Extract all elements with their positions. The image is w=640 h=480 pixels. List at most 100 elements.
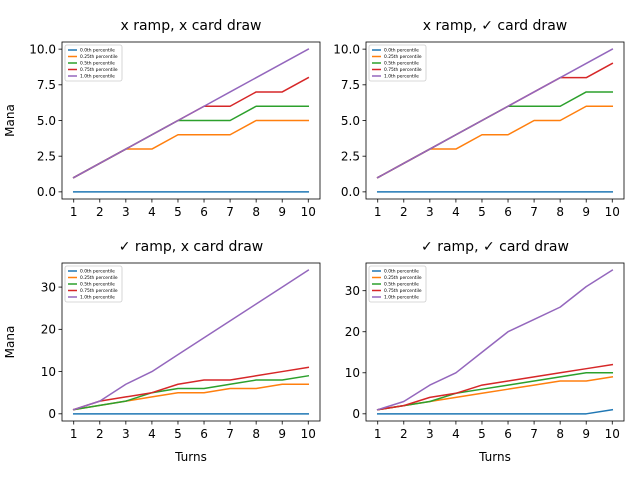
y-tick-label: 10.0 — [29, 42, 56, 56]
chart-panel-4: ✓ ramp, ✓ card draw 1 2 3 4 5 6 7 8 9 10 0 10 20 30 Tur… — [345, 239, 625, 464]
x-tick-label: 7 — [530, 205, 538, 219]
x-tick-label: 2 — [96, 205, 104, 219]
x-tick-label: 6 — [200, 427, 208, 441]
legend-box — [64, 265, 123, 303]
axes-frame — [365, 262, 625, 422]
y-tick-label: 0 — [352, 407, 360, 421]
x-tick-label: 4 — [148, 427, 156, 441]
y-tick-label: 7.5 — [341, 78, 360, 92]
series-line-1 — [376, 408, 614, 415]
series-line-5 — [72, 48, 310, 179]
x-tick-label: 6 — [504, 205, 512, 219]
x-tick-label: 9 — [278, 427, 286, 441]
y-tick-label: 20 — [345, 325, 360, 339]
axes-frame — [61, 41, 321, 200]
legend-entry: 1.0th percentile — [384, 295, 419, 301]
chart-title: ✓ ramp, x card draw — [119, 239, 263, 255]
chart-panel-1: x ramp, x card draw 1 2 3 4 5 6 7 8 9 10 0.0 2.5 5.0 7… — [3, 18, 321, 219]
legend-entry: 0.0th percentile — [384, 269, 419, 275]
x-tick-label: 3 — [122, 205, 130, 219]
y-tick-label: 30 — [41, 280, 56, 294]
x-tick-label: 10 — [301, 427, 316, 441]
x-tick-label: 9 — [278, 205, 286, 219]
legend-entry: 0.5th percentile — [384, 282, 419, 288]
legend-entry: 0.25th percentile — [80, 275, 118, 281]
x-tick-label: 10 — [605, 427, 620, 441]
x-tick-label: 1 — [70, 205, 78, 219]
x-tick-label: 9 — [582, 205, 590, 219]
x-tick-label: 7 — [226, 205, 234, 219]
series-line-5 — [72, 269, 310, 411]
legend-box — [64, 44, 123, 82]
legend-entry: 0.5th percentile — [80, 282, 115, 288]
y-tick-label: 0 — [48, 407, 56, 421]
y-tick-label: 10 — [41, 365, 56, 379]
x-tick-label: 8 — [252, 205, 260, 219]
legend-entry: 0.25th percentile — [384, 275, 422, 281]
x-tick-label: 5 — [174, 427, 182, 441]
chart-panel-2: x ramp, ✓ card draw 1 2 3 4 5 6 7 8 9 10 0.0 2.5 5.0 7… — [333, 18, 625, 219]
legend-box — [368, 265, 427, 303]
series-line-4 — [72, 366, 310, 411]
y-axis-label: Mana — [3, 104, 17, 137]
x-tick-label: 8 — [252, 427, 260, 441]
x-tick-label: 6 — [200, 205, 208, 219]
x-tick-label: 10 — [605, 205, 620, 219]
y-tick-label: 0.0 — [37, 185, 56, 199]
y-tick-label: 2.5 — [341, 149, 360, 163]
x-tick-label: 2 — [96, 427, 104, 441]
legend-entry: 0.25th percentile — [80, 54, 118, 60]
x-tick-label: 4 — [452, 205, 460, 219]
y-tick-label: 5.0 — [37, 114, 56, 128]
y-tick-label: 2.5 — [37, 149, 56, 163]
x-tick-label: 8 — [556, 427, 564, 441]
x-tick-label: 10 — [301, 205, 316, 219]
series-line-3 — [376, 372, 614, 411]
legend-entry: 0.75th percentile — [80, 67, 118, 73]
x-tick-label: 3 — [122, 427, 130, 441]
x-tick-label: 5 — [174, 205, 182, 219]
x-tick-label: 4 — [452, 427, 460, 441]
x-tick-label: 7 — [530, 427, 538, 441]
x-tick-label: 9 — [582, 427, 590, 441]
legend-entry: 0.75th percentile — [384, 288, 422, 294]
y-tick-label: 5.0 — [341, 114, 360, 128]
y-axis-label: Mana — [3, 326, 17, 359]
legend-entry: 0.0th percentile — [384, 48, 419, 54]
x-tick-label: 1 — [70, 427, 78, 441]
legend-entry: 0.5th percentile — [384, 61, 419, 67]
series-line-5 — [376, 269, 614, 411]
legend-entry: 1.0th percentile — [80, 74, 115, 80]
legend-entry: 0.75th percentile — [384, 67, 422, 73]
y-tick-label: 30 — [345, 284, 360, 298]
x-tick-label: 3 — [426, 427, 434, 441]
legend-entry: 0.0th percentile — [80, 269, 115, 275]
y-tick-label: 0.0 — [341, 185, 360, 199]
x-tick-label: 7 — [226, 427, 234, 441]
x-axis-label: Turns — [174, 450, 207, 464]
x-tick-label: 8 — [556, 205, 564, 219]
x-tick-label: 6 — [504, 427, 512, 441]
x-axis-label: Turns — [478, 450, 511, 464]
x-tick-label: 1 — [374, 205, 382, 219]
legend-box — [368, 44, 427, 82]
chart-title: x ramp, ✓ card draw — [423, 18, 567, 34]
x-tick-label: 4 — [148, 205, 156, 219]
axes-frame — [365, 41, 625, 200]
y-tick-label: 10.0 — [333, 42, 360, 56]
legend-entry: 0.25th percentile — [384, 54, 422, 60]
x-tick-label: 3 — [426, 205, 434, 219]
x-tick-label: 2 — [400, 205, 408, 219]
series-line-3 — [72, 374, 310, 411]
x-tick-label: 5 — [478, 205, 486, 219]
x-tick-label: 1 — [374, 427, 382, 441]
series-line-4 — [376, 363, 614, 411]
x-tick-label: 5 — [478, 427, 486, 441]
axes-frame — [61, 262, 321, 422]
chart-title: ✓ ramp, ✓ card draw — [421, 239, 569, 255]
x-tick-label: 2 — [400, 427, 408, 441]
